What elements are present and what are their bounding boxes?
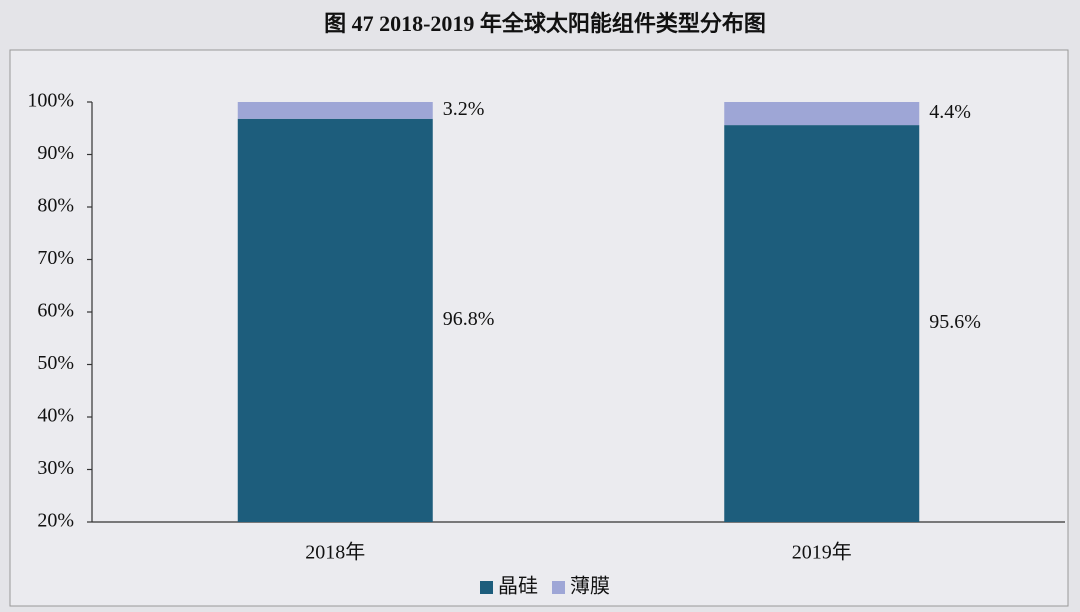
bar-segment: [724, 125, 920, 522]
y-tick-label: 30%: [37, 457, 74, 479]
x-tick-label: 2019年: [792, 541, 852, 564]
data-label: 3.2%: [443, 98, 485, 120]
y-tick-label: 50%: [37, 352, 74, 374]
y-tick-label: 20%: [37, 510, 74, 532]
y-tick-label: 100%: [27, 90, 74, 112]
legend-label: 薄膜: [570, 575, 610, 598]
y-tick-label: 90%: [37, 142, 74, 164]
chart-title: 图 47 2018-2019 年全球太阳能组件类型分布图: [324, 11, 766, 36]
y-tick-label: 80%: [37, 195, 74, 217]
y-tick-label: 60%: [37, 300, 74, 322]
y-tick-label: 70%: [37, 247, 74, 269]
legend-swatch: [480, 581, 493, 594]
data-label: 4.4%: [929, 101, 971, 123]
y-tick-label: 40%: [37, 405, 74, 427]
data-label: 95.6%: [929, 311, 981, 333]
data-label: 96.8%: [443, 308, 495, 330]
bar-segment: [237, 118, 433, 523]
legend-swatch: [552, 581, 565, 594]
bar-segment: [237, 102, 433, 119]
x-tick-label: 2018年: [305, 541, 365, 564]
legend-label: 晶硅: [498, 575, 538, 598]
bar-segment: [724, 102, 920, 126]
